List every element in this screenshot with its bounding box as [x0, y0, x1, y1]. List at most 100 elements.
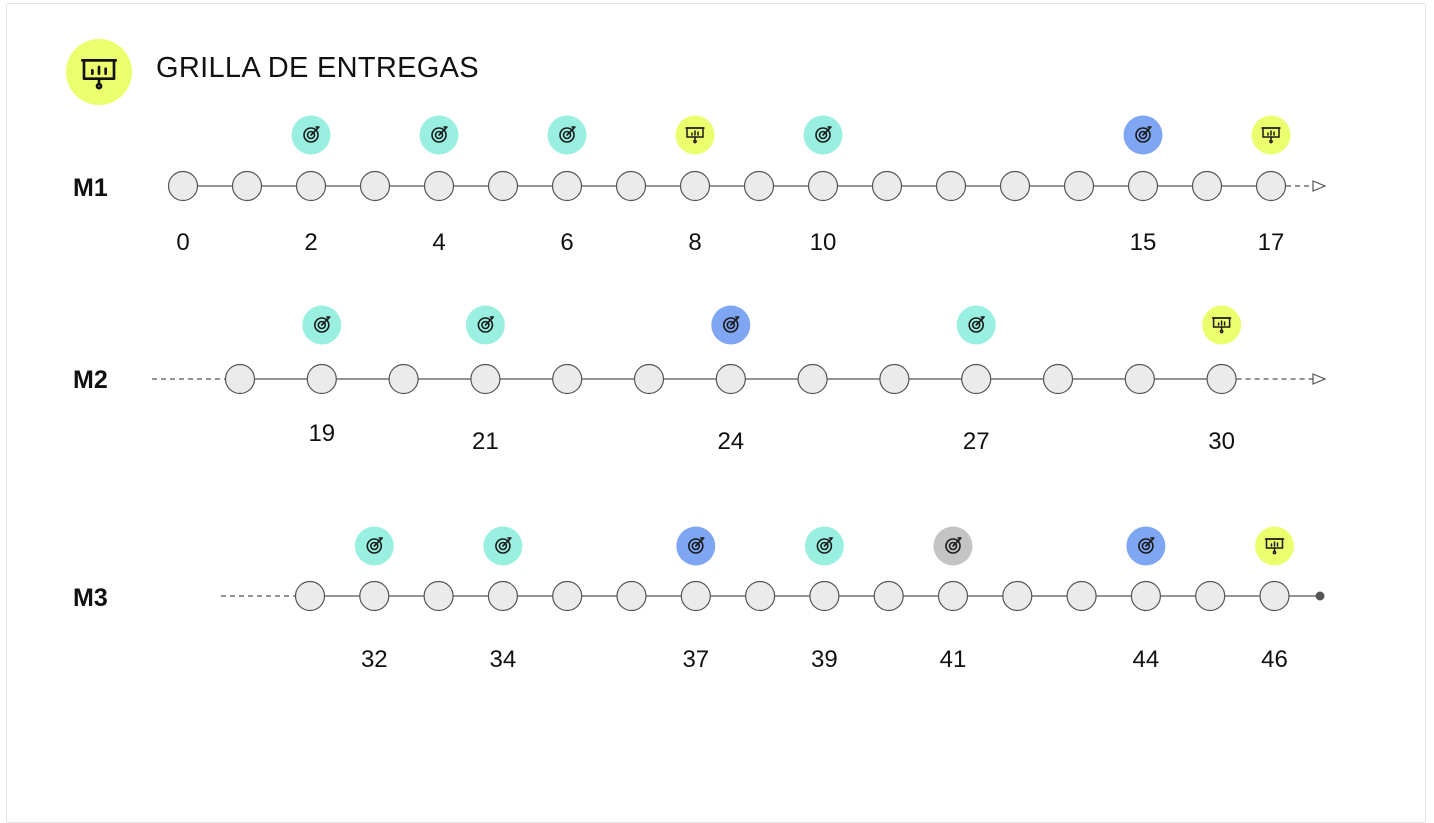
end-dot [1315, 591, 1325, 601]
presentation-board-icon [685, 127, 705, 144]
session-number: 6 [560, 229, 573, 256]
session-node [679, 170, 711, 202]
session-node [294, 580, 326, 612]
session-node [359, 580, 390, 612]
session-node [231, 170, 263, 202]
session-node [1042, 363, 1074, 395]
session-node [937, 580, 969, 612]
session-node [224, 363, 256, 395]
target-marker [483, 526, 523, 566]
delivery-marker [1202, 305, 1242, 345]
session-node [743, 170, 775, 202]
target-icon [1135, 126, 1152, 143]
session-number: 34 [490, 646, 517, 673]
target-icon [815, 126, 832, 143]
timeline-row-m2: M2 19 21 24 27 30 [73, 305, 1327, 455]
session-node [744, 580, 776, 612]
target-icon [431, 126, 448, 143]
session-node [1002, 580, 1033, 612]
session-node [487, 170, 519, 202]
session-node [359, 170, 391, 202]
target-marker [291, 115, 331, 155]
session-number: 21 [472, 428, 499, 455]
row-label: M2 [73, 366, 108, 394]
session-node [873, 580, 904, 612]
target-marker [956, 305, 996, 345]
timeline-row-m3: M3 32 34 37 39 41 44 46 [73, 526, 1325, 673]
presentation-board-icon [66, 39, 132, 105]
session-number: 4 [432, 229, 445, 256]
session-node [961, 363, 992, 395]
session-node [879, 363, 910, 395]
target-icon [945, 537, 962, 554]
target-icon [816, 537, 834, 554]
session-number: 10 [810, 229, 837, 256]
target-icon [559, 126, 576, 143]
session-node [807, 170, 839, 202]
session-node [999, 170, 1031, 202]
session-number: 0 [176, 229, 189, 256]
session-node [1195, 580, 1226, 612]
session-node [552, 580, 583, 612]
session-number: 17 [1258, 229, 1285, 256]
session-node [1127, 170, 1159, 202]
target-icon [313, 316, 331, 333]
delivery-marker [1251, 115, 1291, 155]
session-node [487, 580, 518, 612]
session-node [1206, 363, 1237, 395]
target-icon [366, 537, 384, 554]
target-marker [711, 305, 751, 345]
session-node [797, 363, 828, 395]
page-frame [6, 3, 1426, 823]
target-marker [354, 526, 394, 566]
session-node [295, 170, 327, 202]
delivery-marker [675, 115, 715, 155]
session-node [871, 170, 903, 202]
session-node [388, 363, 419, 395]
session-node [1191, 170, 1223, 202]
target-marker [933, 526, 973, 566]
row-label: M3 [73, 584, 108, 612]
session-node [423, 170, 455, 202]
arrow-head-icon [1312, 180, 1327, 192]
session-node [633, 363, 665, 395]
session-node [1255, 170, 1287, 202]
session-number: 39 [811, 646, 838, 673]
presentation-board-icon [1261, 127, 1281, 144]
target-icon [722, 316, 740, 333]
target-marker [1123, 115, 1163, 155]
session-node [935, 170, 967, 202]
session-number: 32 [361, 646, 388, 673]
session-node [423, 580, 454, 612]
row-label: M1 [73, 174, 108, 202]
session-number: 2 [304, 229, 317, 256]
session-node [167, 170, 199, 202]
session-node [616, 580, 647, 612]
session-number: 44 [1133, 646, 1160, 673]
target-marker [803, 115, 843, 155]
session-node [470, 363, 501, 395]
session-number: 30 [1208, 428, 1235, 455]
session-node [1066, 580, 1097, 612]
session-number: 37 [682, 646, 709, 673]
session-node [1130, 580, 1162, 612]
arrow-head-icon [1312, 373, 1327, 385]
session-number: 19 [308, 420, 335, 447]
session-number: 15 [1130, 229, 1157, 256]
target-icon [1138, 537, 1155, 554]
session-node [680, 580, 711, 612]
session-number: 8 [688, 229, 701, 256]
target-icon [303, 126, 320, 143]
target-marker [547, 115, 587, 155]
target-marker [302, 305, 342, 345]
session-number: 41 [940, 646, 967, 673]
session-number: 24 [717, 428, 744, 455]
session-node [551, 170, 583, 202]
session-node [809, 580, 840, 612]
target-icon [477, 316, 495, 333]
session-node [306, 363, 337, 395]
session-node [1124, 363, 1155, 395]
session-node [615, 170, 647, 202]
target-marker [465, 305, 505, 345]
